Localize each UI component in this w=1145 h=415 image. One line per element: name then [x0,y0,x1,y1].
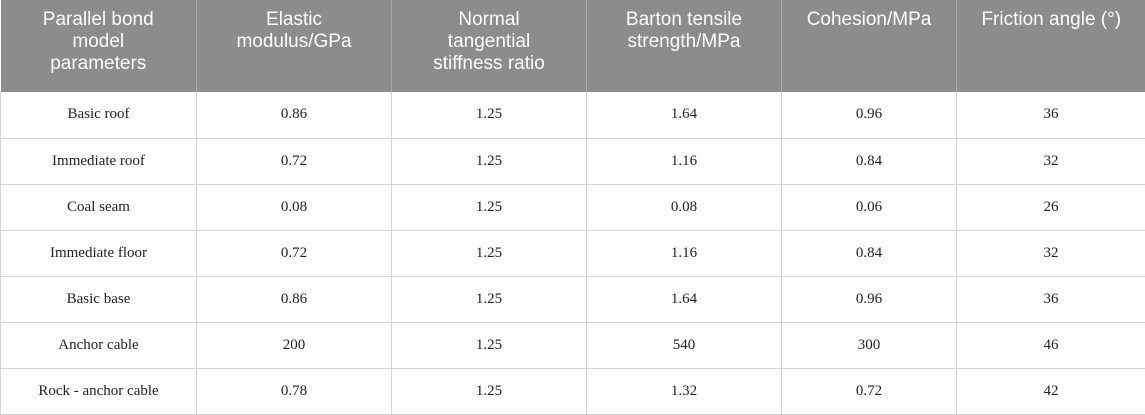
row-label: Coal seam [1,184,197,230]
table-row: Basic base 0.86 1.25 1.64 0.96 36 [1,276,1145,322]
table-cell: 32 [957,230,1145,276]
row-label: Immediate floor [1,230,197,276]
table-cell: 1.25 [392,230,587,276]
table-cell: 0.84 [782,230,957,276]
table-cell: 32 [957,138,1145,184]
table-cell: 0.96 [782,92,957,138]
table-row: Basic roof 0.86 1.25 1.64 0.96 36 [1,92,1145,138]
table-row: Rock - anchor cable 0.78 1.25 1.32 0.72 … [1,368,1145,414]
header-stiffness-ratio: Normal tangential stiffness ratio [392,0,587,92]
table-cell: 1.25 [392,184,587,230]
table-cell: 0.72 [197,230,392,276]
table-cell: 0.84 [782,138,957,184]
table-cell: 300 [782,322,957,368]
table-cell: 0.06 [782,184,957,230]
table-cell: 46 [957,322,1145,368]
table-cell: 1.25 [392,92,587,138]
table-cell: 36 [957,276,1145,322]
table-cell: 0.86 [197,276,392,322]
header-elastic-modulus: Elastic modulus/GPa [197,0,392,92]
table-cell: 42 [957,368,1145,414]
row-label: Anchor cable [1,322,197,368]
table-row: Anchor cable 200 1.25 540 300 46 [1,322,1145,368]
header-tensile-strength: Barton tensile strength/MPa [587,0,782,92]
table-row: Immediate floor 0.72 1.25 1.16 0.84 32 [1,230,1145,276]
table-cell: 1.25 [392,138,587,184]
table-cell: 36 [957,92,1145,138]
table-cell: 0.08 [197,184,392,230]
table-cell: 1.25 [392,368,587,414]
table-cell: 1.32 [587,368,782,414]
header-friction-angle: Friction angle (°) [957,0,1145,92]
header-cohesion: Cohesion/MPa [782,0,957,92]
table-cell: 26 [957,184,1145,230]
table-cell: 0.72 [782,368,957,414]
table-cell: 540 [587,322,782,368]
table-cell: 200 [197,322,392,368]
table-cell: 0.78 [197,368,392,414]
table-cell: 0.72 [197,138,392,184]
table-cell: 1.64 [587,92,782,138]
table-cell: 1.25 [392,276,587,322]
header-row: Parallel bond model parameters Elastic m… [1,0,1145,92]
table-cell: 0.86 [197,92,392,138]
table-cell: 1.64 [587,276,782,322]
table-row: Immediate roof 0.72 1.25 1.16 0.84 32 [1,138,1145,184]
row-label: Basic roof [1,92,197,138]
table-cell: 0.08 [587,184,782,230]
row-label: Immediate roof [1,138,197,184]
row-label: Basic base [1,276,197,322]
table-cell: 1.16 [587,138,782,184]
row-label: Rock - anchor cable [1,368,197,414]
table-cell: 1.25 [392,322,587,368]
table-cell: 0.96 [782,276,957,322]
table-row: Coal seam 0.08 1.25 0.08 0.06 26 [1,184,1145,230]
header-parameters: Parallel bond model parameters [1,0,197,92]
table-cell: 1.16 [587,230,782,276]
